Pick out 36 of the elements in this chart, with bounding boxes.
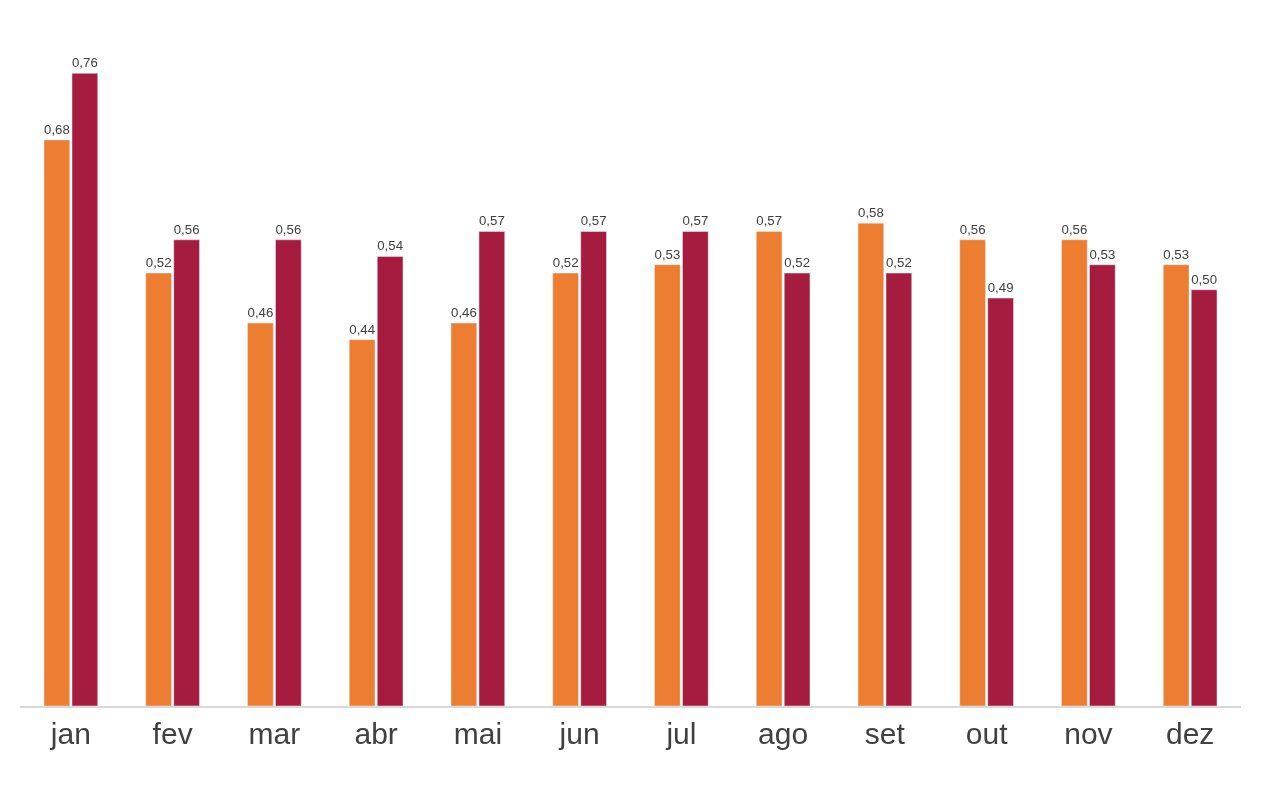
data-label: 0,56 (1061, 221, 1088, 237)
data-label: 0,52 (784, 254, 810, 270)
x-tick-label: nov (1064, 716, 1113, 750)
data-label: 0,53 (654, 246, 681, 262)
x-tick-label: ago (758, 716, 809, 750)
x-tick-label: mai (453, 716, 503, 750)
data-label: 0,56 (959, 221, 986, 237)
data-label: 0,68 (44, 121, 70, 137)
data-label: 0,57 (682, 213, 709, 229)
x-tick-label: jan (49, 716, 91, 750)
x-tick-label: jul (665, 716, 697, 750)
data-label: 0,54 (377, 238, 403, 254)
x-tick-label: set (864, 716, 906, 750)
data-label: 0,53 (1163, 246, 1189, 262)
x-tick-label: mar (248, 716, 301, 750)
data-label: 0,46 (247, 304, 274, 320)
data-label: 0,56 (275, 221, 302, 237)
data-label: 0,44 (349, 321, 375, 337)
data-label: 0,56 (173, 221, 200, 237)
data-label: 0,57 (580, 213, 607, 229)
x-tick-label: out (965, 716, 1009, 750)
data-label: 0,52 (145, 254, 172, 270)
x-tick-label: jun (558, 716, 600, 750)
data-label: 0,52 (886, 254, 912, 270)
data-label: 0,50 (1191, 271, 1217, 287)
data-label: 0,52 (552, 254, 579, 270)
data-label: 0,57 (756, 213, 782, 229)
data-label: 0,46 (451, 304, 477, 320)
data-label: 0,76 (72, 55, 98, 71)
x-tick-label: dez (1165, 716, 1215, 750)
x-tick-label: abr (354, 716, 398, 750)
data-label: 0,53 (1089, 246, 1116, 262)
data-label: 0,57 (479, 213, 505, 229)
x-tick-label: fev (152, 716, 193, 750)
data-label: 0,58 (858, 205, 884, 221)
data-label: 0,49 (987, 279, 1014, 295)
